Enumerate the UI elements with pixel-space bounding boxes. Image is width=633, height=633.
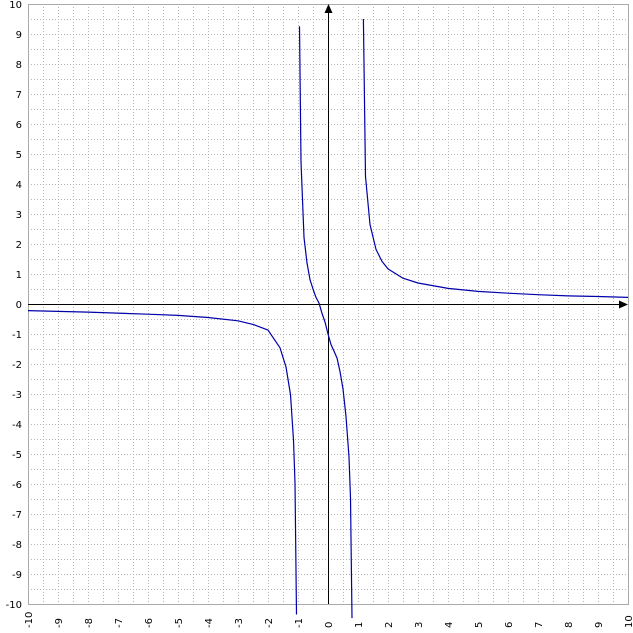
y-tick-label: 10 bbox=[9, 0, 22, 11]
x-tick-label: -3 bbox=[234, 618, 245, 628]
x-tick-label: 2 bbox=[384, 622, 395, 628]
x-axis-arrow bbox=[619, 300, 628, 309]
y-tick-label: 2 bbox=[16, 240, 22, 251]
y-tick-label: 4 bbox=[16, 180, 22, 191]
y-tick-label: 8 bbox=[16, 60, 22, 71]
y-tick-label: -5 bbox=[12, 450, 22, 461]
y-tick-label: 0 bbox=[16, 300, 22, 311]
y-tick-label: 9 bbox=[16, 30, 22, 41]
x-tick-label: -5 bbox=[174, 618, 185, 628]
x-tick-label: 10 bbox=[624, 615, 633, 628]
y-tick-label: -4 bbox=[12, 420, 22, 431]
y-tick-label: -1 bbox=[12, 330, 22, 341]
y-tick-label: 7 bbox=[16, 90, 22, 101]
y-tick-label: -10 bbox=[6, 600, 22, 611]
y-tick-label: -8 bbox=[12, 540, 22, 551]
x-tick-label: 6 bbox=[504, 622, 515, 628]
x-tick-label: -6 bbox=[144, 618, 155, 628]
curve-branch bbox=[298, 26, 353, 619]
x-tick-label: -2 bbox=[264, 618, 275, 628]
x-tick-labels: -10 -9 -8 -7 -6 -5 -4 -3 -2 -1 0 1 2 3 4 5 6 7 8 9 10 bbox=[24, 612, 633, 628]
x-tick-label: -7 bbox=[114, 618, 125, 628]
y-tick-label: 6 bbox=[16, 120, 22, 131]
y-tick-label: -2 bbox=[12, 360, 22, 371]
y-tick-label: -6 bbox=[12, 480, 22, 491]
x-tick-label: 3 bbox=[414, 622, 425, 628]
x-tick-label: -4 bbox=[204, 618, 215, 628]
y-axis-arrow bbox=[324, 4, 333, 13]
x-tick-label: 5 bbox=[474, 622, 485, 628]
x-tick-label: 7 bbox=[534, 622, 545, 628]
y-tick-label: 3 bbox=[16, 210, 22, 221]
x-tick-label: 8 bbox=[564, 622, 575, 628]
curve-branch bbox=[362, 18, 629, 298]
y-tick-label: 1 bbox=[16, 270, 22, 281]
x-tick-label: -1 bbox=[294, 618, 305, 628]
x-tick-label: -9 bbox=[54, 618, 65, 628]
y-tick-label: -7 bbox=[12, 510, 22, 521]
x-tick-label: -10 bbox=[24, 612, 35, 628]
curve-branch bbox=[27, 310, 298, 615]
x-tick-label: 0 bbox=[324, 622, 335, 628]
axes bbox=[28, 4, 628, 604]
curves bbox=[27, 18, 629, 619]
y-tick-label: -9 bbox=[12, 570, 22, 581]
y-tick-label: 5 bbox=[16, 150, 22, 161]
y-tick-label: -3 bbox=[12, 390, 22, 401]
x-tick-label: 4 bbox=[444, 622, 455, 628]
x-tick-label: -8 bbox=[84, 618, 95, 628]
x-tick-label: 9 bbox=[594, 622, 605, 628]
x-tick-label: 1 bbox=[354, 622, 365, 628]
